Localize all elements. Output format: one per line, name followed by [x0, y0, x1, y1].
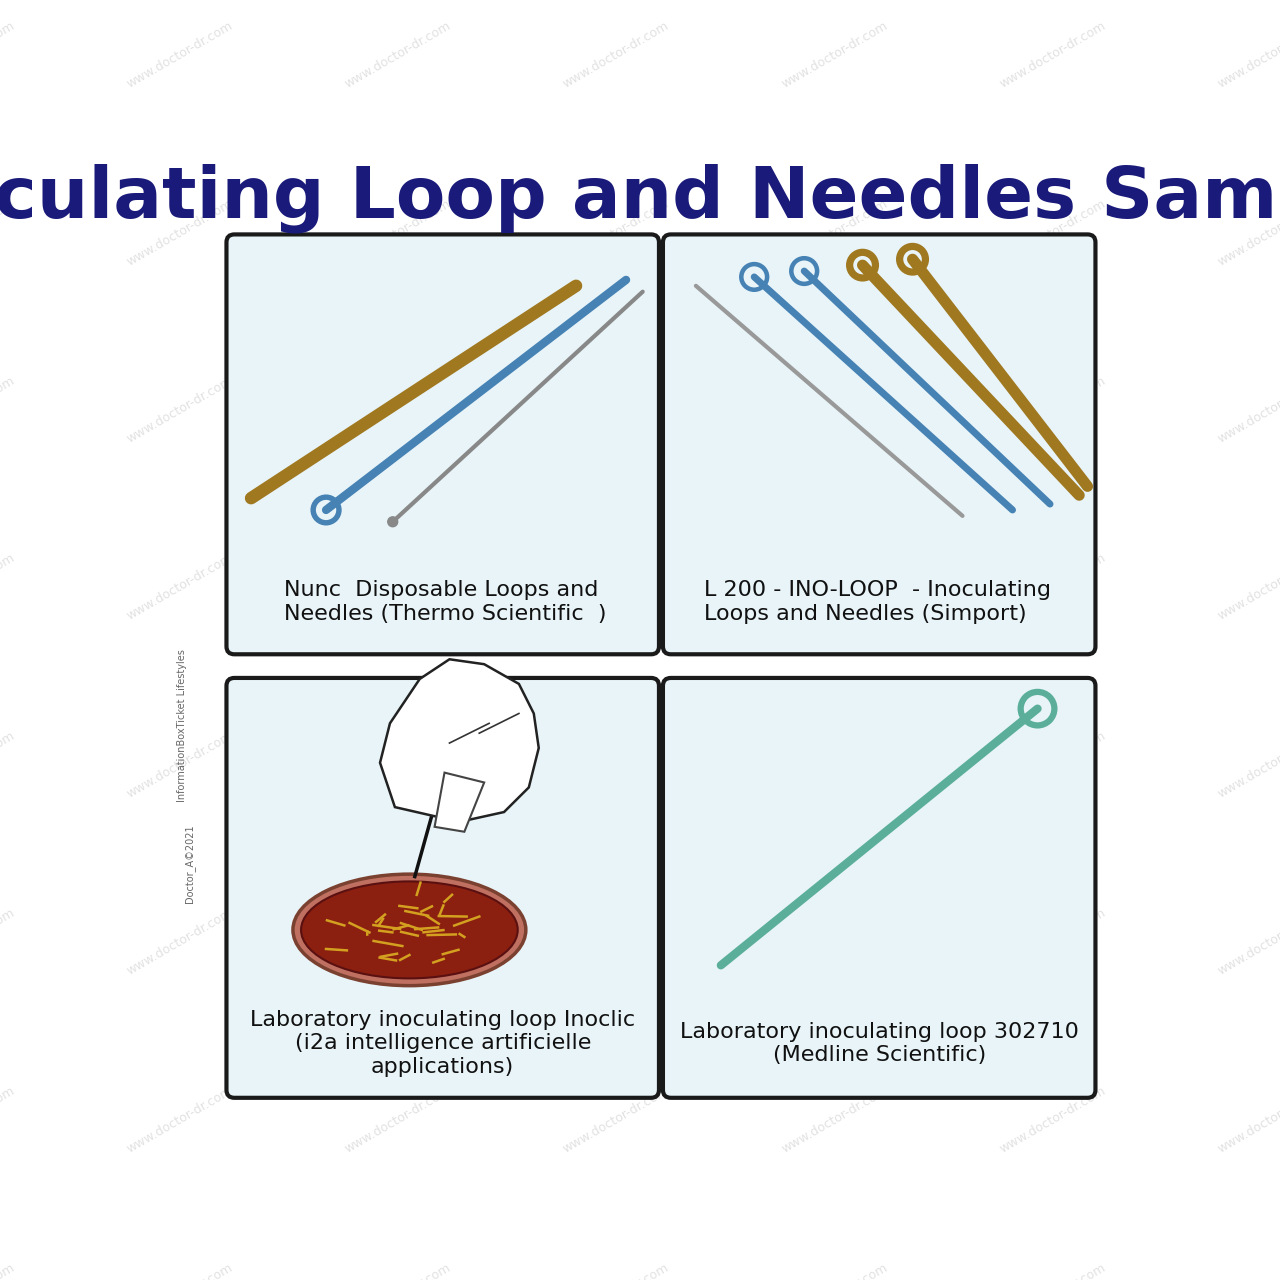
Ellipse shape	[293, 874, 526, 986]
FancyBboxPatch shape	[663, 678, 1096, 1098]
Text: www.doctor-dr.com: www.doctor-dr.com	[0, 19, 17, 91]
Text: www.doctor-dr.com: www.doctor-dr.com	[1216, 906, 1280, 978]
Text: www.doctor-dr.com: www.doctor-dr.com	[780, 1084, 890, 1156]
Text: www.doctor-dr.com: www.doctor-dr.com	[0, 1261, 17, 1280]
Text: www.doctor-dr.com: www.doctor-dr.com	[0, 197, 17, 269]
Text: www.doctor-dr.com: www.doctor-dr.com	[1216, 197, 1280, 269]
Text: www.doctor-dr.com: www.doctor-dr.com	[780, 1261, 890, 1280]
Text: www.doctor-dr.com: www.doctor-dr.com	[0, 374, 17, 445]
FancyBboxPatch shape	[227, 234, 659, 654]
Text: www.doctor-dr.com: www.doctor-dr.com	[780, 197, 890, 269]
Text: www.doctor-dr.com: www.doctor-dr.com	[343, 1084, 453, 1156]
Text: www.doctor-dr.com: www.doctor-dr.com	[343, 19, 453, 91]
Text: www.doctor-dr.com: www.doctor-dr.com	[997, 19, 1108, 91]
Text: www.doctor-dr.com: www.doctor-dr.com	[124, 728, 236, 800]
Text: www.doctor-dr.com: www.doctor-dr.com	[561, 374, 672, 445]
Text: www.doctor-dr.com: www.doctor-dr.com	[124, 1084, 236, 1156]
Text: www.doctor-dr.com: www.doctor-dr.com	[343, 197, 453, 269]
Text: www.doctor-dr.com: www.doctor-dr.com	[997, 374, 1108, 445]
Text: www.doctor-dr.com: www.doctor-dr.com	[0, 728, 17, 800]
Text: www.doctor-dr.com: www.doctor-dr.com	[561, 552, 672, 623]
Text: www.doctor-dr.com: www.doctor-dr.com	[0, 906, 17, 978]
Text: www.doctor-dr.com: www.doctor-dr.com	[780, 728, 890, 800]
Text: www.doctor-dr.com: www.doctor-dr.com	[124, 197, 236, 269]
Text: www.doctor-dr.com: www.doctor-dr.com	[561, 1084, 672, 1156]
Text: www.doctor-dr.com: www.doctor-dr.com	[1216, 374, 1280, 445]
Text: Laboratory inoculating loop Inoclic
(i2a intelligence artificielle
applications): Laboratory inoculating loop Inoclic (i2a…	[250, 1010, 635, 1076]
Text: www.doctor-dr.com: www.doctor-dr.com	[780, 552, 890, 623]
Text: www.doctor-dr.com: www.doctor-dr.com	[343, 1261, 453, 1280]
Polygon shape	[435, 773, 484, 832]
Text: www.doctor-dr.com: www.doctor-dr.com	[124, 906, 236, 978]
Text: Laboratory inoculating loop 302710
(Medline Scientific): Laboratory inoculating loop 302710 (Medl…	[680, 1021, 1079, 1065]
Text: www.doctor-dr.com: www.doctor-dr.com	[1216, 728, 1280, 800]
Text: www.doctor-dr.com: www.doctor-dr.com	[343, 374, 453, 445]
Ellipse shape	[301, 882, 517, 978]
Text: www.doctor-dr.com: www.doctor-dr.com	[561, 728, 672, 800]
Text: www.doctor-dr.com: www.doctor-dr.com	[1216, 1261, 1280, 1280]
Text: L 200 - INO-LOOP  - Inoculating
Loops and Needles (Simport): L 200 - INO-LOOP - Inoculating Loops and…	[704, 580, 1051, 623]
Text: www.doctor-dr.com: www.doctor-dr.com	[0, 552, 17, 623]
Polygon shape	[380, 659, 539, 822]
Text: Inoculating Loop and Needles Samples: Inoculating Loop and Needles Samples	[0, 164, 1280, 233]
Text: www.doctor-dr.com: www.doctor-dr.com	[124, 1261, 236, 1280]
FancyBboxPatch shape	[663, 234, 1096, 654]
Text: www.doctor-dr.com: www.doctor-dr.com	[124, 374, 236, 445]
Text: www.doctor-dr.com: www.doctor-dr.com	[997, 1084, 1108, 1156]
Text: www.doctor-dr.com: www.doctor-dr.com	[124, 19, 236, 91]
Text: www.doctor-dr.com: www.doctor-dr.com	[780, 374, 890, 445]
Text: www.doctor-dr.com: www.doctor-dr.com	[0, 1084, 17, 1156]
Text: www.doctor-dr.com: www.doctor-dr.com	[124, 552, 236, 623]
Text: www.doctor-dr.com: www.doctor-dr.com	[1216, 1084, 1280, 1156]
Text: www.doctor-dr.com: www.doctor-dr.com	[997, 197, 1108, 269]
Text: www.doctor-dr.com: www.doctor-dr.com	[343, 552, 453, 623]
Text: www.doctor-dr.com: www.doctor-dr.com	[561, 1261, 672, 1280]
Text: Nunc  Disposable Loops and
Needles (Thermo Scientific  ): Nunc Disposable Loops and Needles (Therm…	[284, 580, 607, 623]
Text: www.doctor-dr.com: www.doctor-dr.com	[561, 197, 672, 269]
Text: www.doctor-dr.com: www.doctor-dr.com	[1216, 552, 1280, 623]
Text: www.doctor-dr.com: www.doctor-dr.com	[997, 728, 1108, 800]
Text: www.doctor-dr.com: www.doctor-dr.com	[1216, 19, 1280, 91]
Text: www.doctor-dr.com: www.doctor-dr.com	[997, 1261, 1108, 1280]
Text: www.doctor-dr.com: www.doctor-dr.com	[997, 552, 1108, 623]
Circle shape	[388, 517, 398, 526]
Text: www.doctor-dr.com: www.doctor-dr.com	[561, 19, 672, 91]
Text: www.doctor-dr.com: www.doctor-dr.com	[561, 906, 672, 978]
Text: Doctor_A©2021: Doctor_A©2021	[184, 824, 196, 902]
Text: www.doctor-dr.com: www.doctor-dr.com	[780, 906, 890, 978]
Text: InformationBoxTicket Lifestyles: InformationBoxTicket Lifestyles	[177, 649, 187, 801]
Text: www.doctor-dr.com: www.doctor-dr.com	[780, 19, 890, 91]
FancyBboxPatch shape	[227, 678, 659, 1098]
Text: www.doctor-dr.com: www.doctor-dr.com	[343, 906, 453, 978]
Text: www.doctor-dr.com: www.doctor-dr.com	[997, 906, 1108, 978]
Text: www.doctor-dr.com: www.doctor-dr.com	[343, 728, 453, 800]
